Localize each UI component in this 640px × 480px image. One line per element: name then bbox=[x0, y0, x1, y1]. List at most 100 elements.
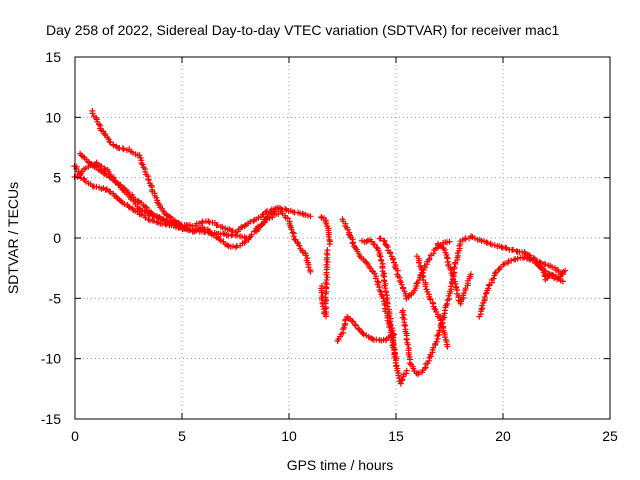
data-point bbox=[501, 260, 508, 267]
data-point bbox=[526, 255, 533, 262]
data-point bbox=[384, 303, 391, 310]
data-point bbox=[508, 257, 515, 264]
data-point bbox=[296, 242, 303, 249]
data-point bbox=[451, 264, 458, 271]
y-tick-label: -15 bbox=[41, 411, 61, 427]
data-point bbox=[542, 261, 549, 268]
data-point bbox=[138, 211, 145, 218]
data-point bbox=[291, 236, 298, 243]
data-point bbox=[433, 338, 440, 345]
data-point bbox=[341, 324, 347, 331]
data-point bbox=[143, 204, 150, 211]
data-point bbox=[490, 275, 497, 282]
data-point bbox=[105, 168, 112, 175]
data-point bbox=[288, 226, 295, 233]
data-point bbox=[289, 229, 296, 236]
data-point bbox=[377, 235, 384, 242]
data-point bbox=[549, 264, 556, 271]
data-point bbox=[121, 201, 128, 208]
data-point bbox=[120, 146, 127, 153]
data-point bbox=[205, 218, 212, 225]
data-point bbox=[325, 233, 332, 240]
x-tick-label: 5 bbox=[178, 428, 186, 444]
y-tick-label: -10 bbox=[41, 351, 61, 367]
data-point bbox=[495, 266, 502, 273]
data-point bbox=[562, 267, 569, 274]
x-tick-label: 20 bbox=[495, 428, 511, 444]
data-point bbox=[93, 183, 100, 190]
data-point bbox=[270, 209, 277, 216]
data-point bbox=[404, 341, 411, 348]
data-points bbox=[71, 107, 569, 387]
data-point bbox=[348, 318, 355, 324]
data-point bbox=[427, 296, 434, 303]
data-point bbox=[373, 244, 380, 251]
data-point bbox=[214, 222, 221, 229]
data-point bbox=[397, 380, 404, 387]
data-point bbox=[166, 213, 173, 220]
data-point bbox=[413, 280, 420, 287]
data-point bbox=[119, 145, 126, 152]
data-point bbox=[125, 203, 132, 210]
data-point bbox=[215, 234, 222, 241]
y-tick-label: 5 bbox=[53, 170, 61, 186]
x-axis-label: GPS time / hours bbox=[287, 457, 394, 473]
data-point bbox=[426, 255, 433, 262]
data-point bbox=[510, 246, 516, 253]
data-point bbox=[460, 290, 467, 297]
data-point bbox=[514, 255, 521, 262]
data-point bbox=[484, 239, 491, 246]
data-point bbox=[416, 259, 422, 266]
data-point bbox=[355, 325, 362, 332]
data-point bbox=[467, 271, 474, 278]
data-point bbox=[248, 231, 255, 238]
data-point bbox=[444, 343, 451, 350]
data-point bbox=[284, 215, 291, 222]
data-point bbox=[381, 238, 388, 245]
data-point bbox=[262, 209, 269, 216]
data-point bbox=[141, 208, 148, 215]
data-point bbox=[378, 257, 385, 264]
data-point bbox=[299, 249, 306, 256]
chart-title: Day 258 of 2022, Sidereal Day-to-day VTE… bbox=[46, 22, 559, 38]
data-point bbox=[103, 172, 110, 179]
data-point bbox=[446, 238, 453, 245]
data-point bbox=[153, 213, 160, 220]
data-point bbox=[390, 256, 396, 263]
data-point bbox=[434, 332, 441, 339]
data-point bbox=[442, 334, 448, 341]
data-point bbox=[191, 227, 198, 234]
y-tick-label: -5 bbox=[49, 290, 62, 306]
y-axis-label: SDTVAR / TECUs bbox=[5, 182, 21, 294]
data-point bbox=[74, 171, 81, 178]
data-point bbox=[360, 331, 367, 338]
x-tick-labels: 0 5 10 15 20 25 bbox=[71, 428, 618, 444]
data-point bbox=[220, 230, 227, 237]
data-point bbox=[462, 236, 468, 243]
data-point bbox=[422, 283, 429, 290]
x-tick-label: 15 bbox=[388, 428, 404, 444]
x-tick-label: 0 bbox=[71, 428, 79, 444]
data-point bbox=[179, 222, 185, 229]
data-point bbox=[307, 268, 314, 275]
x-tick-label: 10 bbox=[281, 428, 297, 444]
data-point bbox=[139, 161, 146, 168]
data-point bbox=[398, 281, 405, 288]
data-point bbox=[363, 238, 370, 245]
data-point bbox=[255, 214, 262, 221]
data-point bbox=[219, 224, 226, 231]
y-tick-label: 0 bbox=[53, 230, 61, 246]
data-point bbox=[157, 215, 163, 222]
data-point bbox=[307, 213, 314, 220]
data-point bbox=[135, 197, 141, 204]
data-point bbox=[299, 210, 306, 217]
data-point bbox=[549, 271, 556, 278]
data-point bbox=[422, 365, 428, 372]
data-point bbox=[502, 244, 509, 251]
data-point bbox=[326, 241, 333, 247]
data-point bbox=[142, 168, 149, 175]
grid bbox=[75, 57, 610, 419]
data-point bbox=[110, 142, 117, 149]
data-point bbox=[346, 231, 353, 238]
